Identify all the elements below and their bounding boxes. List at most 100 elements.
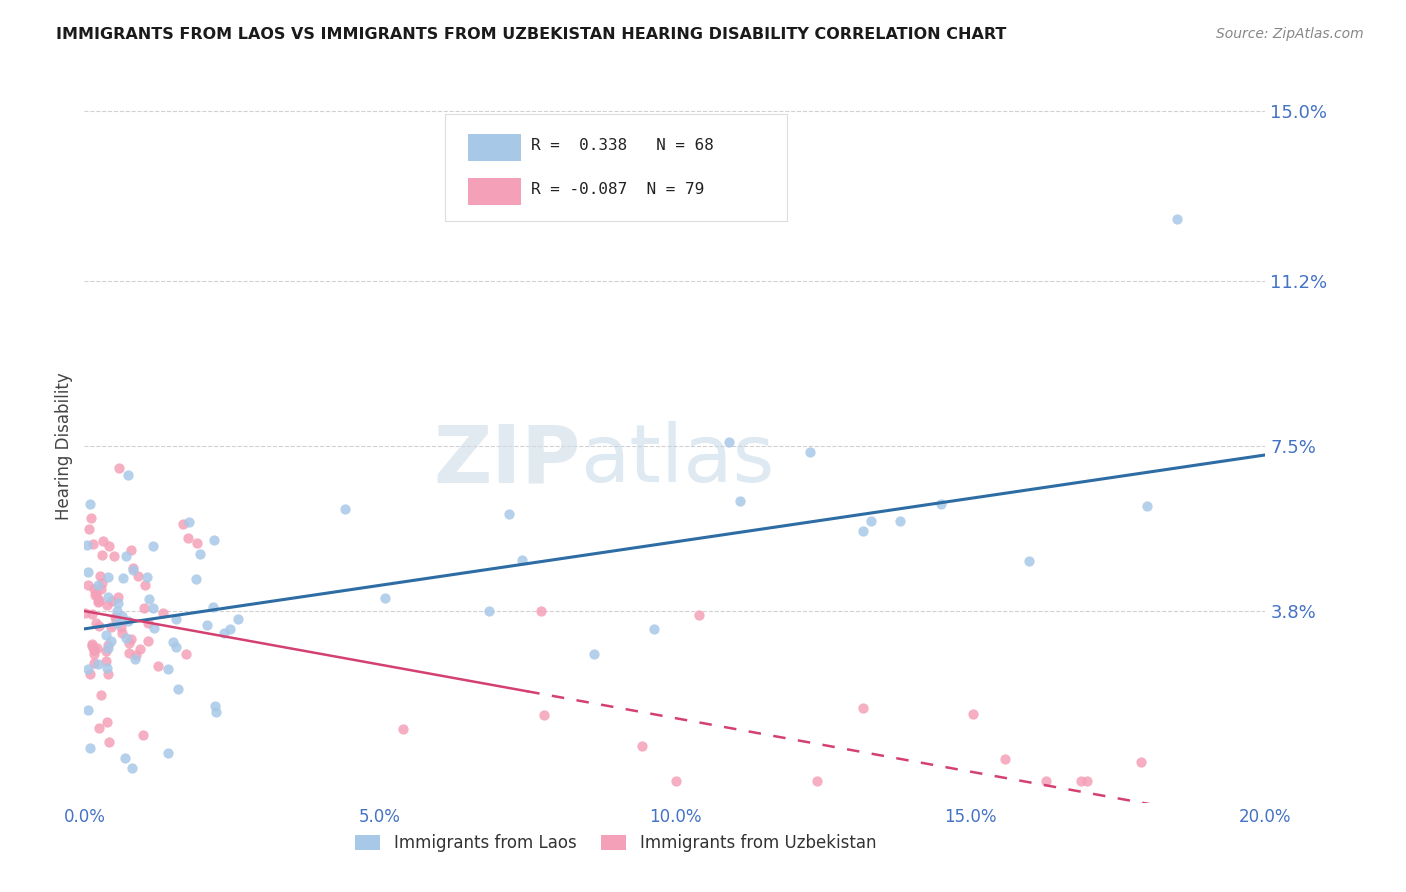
Point xyxy=(852,524,875,538)
Point xyxy=(94,644,117,658)
Point xyxy=(91,548,114,562)
Point xyxy=(477,604,499,618)
Point xyxy=(994,752,1017,766)
Point xyxy=(157,662,180,676)
Point xyxy=(90,688,112,702)
Point xyxy=(195,617,218,632)
Text: IMMIGRANTS FROM LAOS VS IMMIGRANTS FROM UZBEKISTAN HEARING DISABILITY CORRELATIO: IMMIGRANTS FROM LAOS VS IMMIGRANTS FROM … xyxy=(56,27,1007,42)
Point xyxy=(120,543,142,558)
Point xyxy=(204,706,226,720)
Point xyxy=(510,553,533,567)
Point xyxy=(96,599,118,613)
Point xyxy=(97,640,120,655)
Point xyxy=(91,534,114,549)
Point xyxy=(87,577,110,591)
Point xyxy=(136,570,159,584)
Point xyxy=(107,590,129,604)
Bar xyxy=(468,178,522,205)
Point xyxy=(142,539,165,553)
Point xyxy=(165,612,187,626)
Point xyxy=(80,510,103,524)
Point xyxy=(84,585,107,599)
Point xyxy=(118,636,141,650)
Point xyxy=(90,582,112,596)
Point xyxy=(111,626,134,640)
Point xyxy=(105,604,128,618)
Point xyxy=(108,461,131,475)
Point xyxy=(114,751,136,765)
Point xyxy=(79,667,101,681)
Point xyxy=(129,642,152,657)
Point xyxy=(138,592,160,607)
Point xyxy=(80,636,103,650)
Point xyxy=(112,571,135,585)
FancyBboxPatch shape xyxy=(444,114,787,221)
Point xyxy=(188,547,211,561)
Point xyxy=(134,577,156,591)
Point xyxy=(121,761,143,775)
Point xyxy=(86,616,108,631)
Point xyxy=(142,601,165,615)
Point xyxy=(202,533,225,548)
Point xyxy=(121,561,143,575)
Point xyxy=(117,614,139,628)
Point xyxy=(105,615,128,630)
Point xyxy=(583,647,606,661)
Point xyxy=(97,734,120,748)
Point xyxy=(643,622,665,636)
Point xyxy=(79,497,101,511)
Point xyxy=(799,445,821,459)
Point xyxy=(172,516,194,531)
Point xyxy=(83,642,105,657)
Point xyxy=(146,658,169,673)
Point xyxy=(101,594,124,608)
Point xyxy=(929,497,952,511)
Point xyxy=(103,549,125,563)
Point xyxy=(97,590,120,604)
Point xyxy=(688,607,710,622)
Point xyxy=(97,638,120,652)
Point xyxy=(86,640,108,655)
Text: R =  0.338   N = 68: R = 0.338 N = 68 xyxy=(531,138,714,153)
Point xyxy=(80,607,103,621)
Point xyxy=(76,702,98,716)
Point xyxy=(96,654,118,668)
Point xyxy=(166,682,188,697)
Point xyxy=(100,620,122,634)
Point xyxy=(162,634,184,648)
Point xyxy=(806,773,828,788)
Point xyxy=(96,628,118,642)
Text: ZIP: ZIP xyxy=(433,421,581,500)
Point xyxy=(962,706,984,721)
Point xyxy=(374,591,396,605)
Point xyxy=(77,662,100,676)
Point xyxy=(87,594,110,608)
Point xyxy=(96,661,118,675)
Point xyxy=(87,721,110,735)
Point xyxy=(87,657,110,671)
Text: atlas: atlas xyxy=(581,421,775,500)
Point xyxy=(219,622,242,636)
Point xyxy=(104,610,127,624)
Point xyxy=(533,708,555,723)
Point xyxy=(83,642,105,657)
Point xyxy=(184,572,207,586)
Point xyxy=(83,582,105,596)
Legend: Immigrants from Laos, Immigrants from Uzbekistan: Immigrants from Laos, Immigrants from Uz… xyxy=(349,828,883,859)
Point xyxy=(80,640,103,654)
Point xyxy=(204,698,226,713)
Point xyxy=(127,569,149,583)
Point xyxy=(96,667,118,681)
Point xyxy=(177,531,200,545)
Point xyxy=(96,714,118,729)
Point xyxy=(859,514,882,528)
Point xyxy=(79,741,101,756)
Point xyxy=(122,563,145,577)
Bar xyxy=(468,135,522,161)
Point xyxy=(77,578,100,592)
Point xyxy=(87,618,110,632)
Point xyxy=(212,626,235,640)
Point xyxy=(110,619,132,633)
Point xyxy=(118,646,141,660)
Point xyxy=(82,536,104,550)
